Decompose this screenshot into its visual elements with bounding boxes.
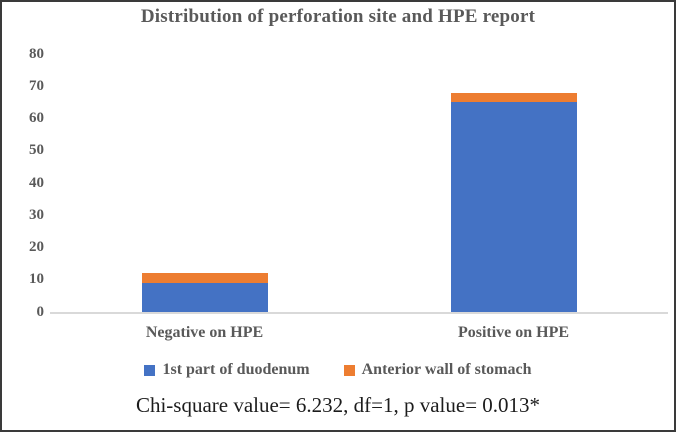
stacked-bar (141, 273, 268, 312)
legend-item: 1st part of duodenum (144, 361, 310, 379)
category-slot (359, 54, 668, 312)
y-tick-label: 20 (29, 239, 44, 255)
y-tick-label: 80 (29, 45, 44, 62)
stacked-bar (450, 92, 577, 312)
x-axis-category-labels: Negative on HPE Positive on HPE (50, 324, 668, 342)
x-category-label: Positive on HPE (457, 324, 570, 341)
x-category-label: Negative on HPE (145, 324, 264, 341)
plot-area (50, 54, 668, 314)
bar-segment (450, 102, 577, 312)
y-tick-label: 50 (29, 142, 44, 159)
y-tick-label: 10 (29, 271, 44, 288)
category-slot (50, 54, 359, 312)
bar-segment (450, 92, 577, 103)
bar-segment (141, 282, 268, 312)
legend-label: 1st part of duodenum (162, 361, 310, 378)
legend-label: Anterior wall of stomach (361, 361, 532, 378)
legend-item: Anterior wall of stomach (343, 361, 532, 379)
y-tick-label: 60 (29, 110, 44, 126)
y-tick-label: 30 (29, 206, 44, 223)
chart-title: Distribution of perforation site and HPE… (140, 6, 536, 27)
chi-square-annotation: Chi-square value= 6.232, df=1, p value= … (135, 393, 541, 417)
bar-segment (141, 273, 268, 283)
y-tick-label: 40 (29, 174, 44, 191)
legend-swatch-icon (144, 364, 156, 376)
y-tick-label: 70 (29, 77, 44, 94)
y-axis: 0 10 20 30 40 50 60 70 80 (6, 46, 44, 320)
legend-swatch-icon (343, 364, 355, 376)
legend: 1st part of duodenum Anterior wall of sto… (2, 361, 674, 379)
y-tick-label: 0 (36, 303, 45, 320)
